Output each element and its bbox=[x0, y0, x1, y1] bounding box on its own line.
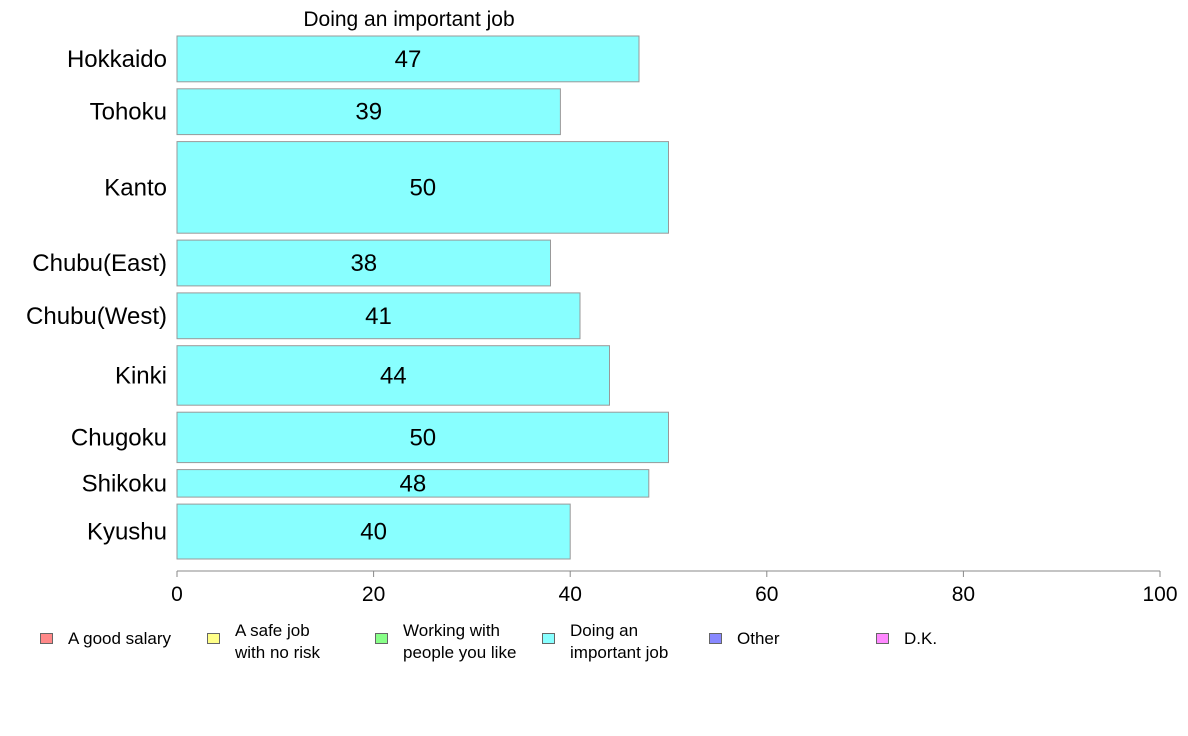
legend-swatch bbox=[40, 633, 53, 644]
data-label: 40 bbox=[360, 519, 387, 546]
legend-item: Doing an important job bbox=[542, 620, 668, 664]
legend-label: A good salary bbox=[68, 629, 172, 648]
bar-chugoku bbox=[176, 411, 669, 464]
data-label: 41 bbox=[365, 303, 392, 330]
data-label: 50 bbox=[409, 424, 436, 451]
data-label: 50 bbox=[409, 174, 436, 201]
legend-label: Other bbox=[737, 629, 780, 648]
legend-item: Working with people you like bbox=[375, 620, 516, 664]
x-axis: 0 20 40 60 80 100 bbox=[171, 570, 1178, 606]
legend-swatch bbox=[542, 633, 555, 644]
x-tick-label: 80 bbox=[952, 583, 975, 606]
bar-kyushu bbox=[176, 503, 571, 560]
category-label: Kanto bbox=[104, 174, 167, 201]
data-label: 38 bbox=[350, 250, 377, 277]
category-label: Kinki bbox=[115, 363, 167, 390]
bar-kanto bbox=[176, 141, 669, 234]
legend-item: Other bbox=[709, 620, 780, 650]
legend-label: Working with people you like bbox=[403, 621, 517, 662]
x-tick-label: 20 bbox=[362, 583, 385, 606]
category-label: Chugoku bbox=[71, 424, 167, 451]
legend-swatch bbox=[207, 633, 220, 644]
chart-title: Doing an important job bbox=[303, 8, 514, 31]
category-label: Kyushu bbox=[87, 519, 167, 546]
bar-chubu-west- bbox=[176, 292, 581, 340]
legend-swatch bbox=[709, 633, 722, 644]
legend-label: D.K. bbox=[904, 629, 938, 648]
bar-chubu-east- bbox=[176, 239, 551, 287]
x-tick-label: 40 bbox=[559, 583, 582, 606]
bar-kinki bbox=[176, 345, 610, 406]
data-label: 44 bbox=[380, 363, 407, 390]
x-tick-label: 100 bbox=[1142, 583, 1177, 606]
category-label: Tohoku bbox=[90, 99, 167, 126]
legend: A good salary A safe job with no risk Work… bbox=[0, 620, 1188, 670]
bar-shikoku bbox=[176, 469, 650, 498]
x-tick-label: 0 bbox=[171, 583, 183, 606]
legend-label: Doing an important job bbox=[570, 621, 669, 662]
legend-label: A safe job with no risk bbox=[235, 621, 321, 662]
legend-item: A safe job with no risk bbox=[207, 620, 320, 664]
category-label: Chubu(West) bbox=[26, 303, 167, 330]
bar-chart: Doing an important job Hokkaido 47 Tohoku 3… bbox=[26, 8, 1178, 606]
x-tick-label: 60 bbox=[755, 583, 778, 606]
data-label: 47 bbox=[395, 46, 422, 73]
bars-group: Hokkaido 47 Tohoku 39 Kanto 50 Chubu(East) 38 Ch… bbox=[26, 35, 669, 560]
legend-swatch bbox=[375, 633, 388, 644]
data-label: 39 bbox=[355, 99, 382, 126]
data-label: 48 bbox=[400, 470, 427, 497]
legend-item: A good salary bbox=[40, 620, 171, 650]
bar-hokkaido bbox=[176, 35, 640, 83]
legend-swatch bbox=[876, 633, 889, 644]
legend-item: D.K. bbox=[876, 620, 937, 650]
category-label: Hokkaido bbox=[67, 46, 167, 73]
category-label: Shikoku bbox=[82, 470, 167, 497]
bar-tohoku bbox=[176, 88, 561, 136]
category-label: Chubu(East) bbox=[32, 250, 167, 277]
